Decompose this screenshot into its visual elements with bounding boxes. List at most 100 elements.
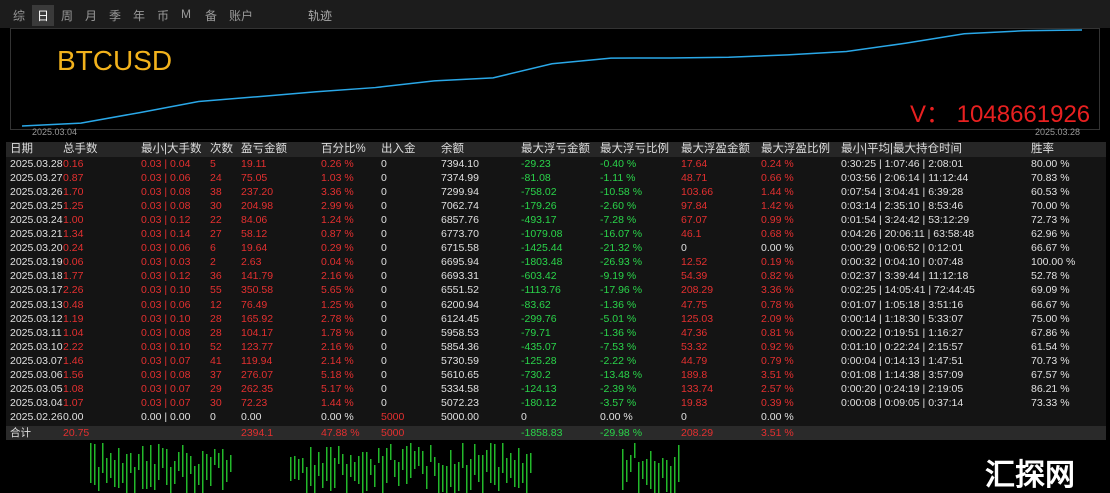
candle-decoration <box>310 447 312 486</box>
candle-decoration <box>326 447 328 481</box>
candle-decoration <box>198 464 200 485</box>
candle-decoration <box>366 452 368 491</box>
candle-decoration <box>394 460 396 477</box>
toolbar-tab[interactable]: 综 <box>13 9 26 23</box>
table-cell: 5334.58 <box>441 382 479 395</box>
column-header: 最大浮亏比例 <box>600 143 669 155</box>
table-cell: -730.2 <box>521 368 551 381</box>
candle-decoration <box>294 456 296 479</box>
candle-decoration <box>526 454 528 493</box>
candle-decoration <box>378 448 380 463</box>
table-cell: 0.00 | 0.00 <box>141 410 191 423</box>
toolbar-tab[interactable]: 账户 <box>229 9 254 23</box>
candle-decoration <box>654 461 656 493</box>
candle-decoration <box>230 455 232 472</box>
table-cell: 2025.03.10 <box>10 340 63 353</box>
table-cell: -2.39 % <box>600 382 637 395</box>
table-cell: 41 <box>210 354 222 367</box>
table-cell: 72.73 % <box>1031 214 1070 227</box>
table-cell: 0 <box>381 172 387 185</box>
candle-decoration <box>346 464 348 493</box>
symbol: BTCUSD <box>57 45 173 76</box>
candle-decoration <box>510 453 512 478</box>
table-cell: 0:00:32 | 0:04:10 | 0:07:48 <box>841 256 964 269</box>
candle-decoration <box>390 444 392 460</box>
table-cell: 0 <box>381 242 387 255</box>
table-cell: 19.11 <box>241 158 267 170</box>
table-cell: -125.28 <box>521 354 557 367</box>
table-cell: 0 <box>381 382 387 395</box>
table-cell: 0.92 % <box>761 340 794 353</box>
candle-decoration <box>358 456 360 484</box>
table-cell: 0 <box>381 228 387 241</box>
column-header: 次数 <box>210 143 233 155</box>
total-cell: 合计 <box>10 426 31 439</box>
table-cell: -5.01 % <box>600 312 637 325</box>
candle-decoration <box>122 463 124 483</box>
table-cell: 0.82 % <box>761 270 794 283</box>
table-cell: 70.00 % <box>1031 200 1070 213</box>
table-cell: 36 <box>210 270 222 283</box>
candle-decoration <box>474 444 476 475</box>
toolbar-tab[interactable]: 日 <box>32 5 55 26</box>
table-cell: -1.36 % <box>600 298 637 311</box>
table-cell: 6124.45 <box>441 312 479 325</box>
table-cell: 66.67 % <box>1031 242 1070 255</box>
table-cell: 0.39 % <box>761 396 794 409</box>
table-cell: 0.29 % <box>321 242 354 255</box>
table-cell: -1425.44 <box>521 242 563 255</box>
table-cell: 84.06 <box>241 214 268 227</box>
toolbar-tab[interactable]: 月 <box>85 9 98 23</box>
toolbar-tab[interactable]: 季 <box>109 9 122 23</box>
toolbar-tab[interactable]: 周 <box>61 9 74 23</box>
table-cell: -179.26 <box>521 200 557 213</box>
column-header: 最大浮亏金额 <box>521 143 590 155</box>
candle-decoration <box>226 460 228 482</box>
candle-decoration <box>402 449 404 470</box>
table-cell: 0.87 <box>63 172 84 185</box>
candle-decoration <box>322 463 324 488</box>
table-cell: 0.03 | 0.07 <box>141 382 191 395</box>
total-cell: 3.51 % <box>761 426 794 439</box>
table-cell: 237.20 <box>241 186 274 199</box>
table-cell: 0.03 | 0.10 <box>141 312 191 325</box>
table-cell: 0:00:29 | 0:06:52 | 0:12:01 <box>841 242 964 255</box>
toolbar-tab[interactable]: 备 <box>205 9 218 23</box>
candle-decoration <box>638 462 640 493</box>
toolbar-tab[interactable]: 币 <box>157 9 170 23</box>
candle-decoration <box>498 467 500 491</box>
table-cell: 2.22 <box>63 340 84 353</box>
table-cell: 1.34 <box>63 228 84 241</box>
trail-label: 轨迹 <box>308 9 333 23</box>
table-cell: -2.22 % <box>600 354 637 367</box>
candle-decoration <box>202 451 204 493</box>
table-cell: -493.17 <box>521 214 557 227</box>
candle-decoration <box>626 460 628 482</box>
candle-decoration <box>158 444 160 480</box>
candle-decoration <box>138 454 140 470</box>
table-cell: 6773.70 <box>441 228 479 241</box>
toolbar-tab[interactable]: 年 <box>133 9 146 23</box>
candle-decoration <box>458 462 460 491</box>
candle-decoration <box>374 465 376 487</box>
table-cell: 208.29 <box>681 284 714 297</box>
table-cell: 0.00 % <box>600 410 633 423</box>
table-cell: 69.09 % <box>1031 284 1070 297</box>
toolbar-tab[interactable]: M <box>181 7 191 21</box>
candle-decoration <box>494 444 496 485</box>
table-cell: 70.73 % <box>1031 354 1070 367</box>
table-cell: 1.44 % <box>321 396 354 409</box>
candle-decoration <box>150 445 152 487</box>
candle-decoration <box>330 447 332 491</box>
table-cell: 30 <box>210 396 222 409</box>
table-cell: -435.07 <box>521 340 557 353</box>
column-header: 最大浮盈金额 <box>681 143 750 155</box>
candle-decoration <box>90 443 92 483</box>
table-cell: 0.68 % <box>761 228 794 241</box>
candle-decoration <box>410 443 412 478</box>
table-cell: 0.16 <box>63 158 84 170</box>
table-cell: 0 <box>681 242 687 255</box>
table-cell: 2.16 % <box>321 340 354 353</box>
table-cell: 0.03 | 0.12 <box>141 214 191 227</box>
table-cell: 0 <box>381 256 387 269</box>
